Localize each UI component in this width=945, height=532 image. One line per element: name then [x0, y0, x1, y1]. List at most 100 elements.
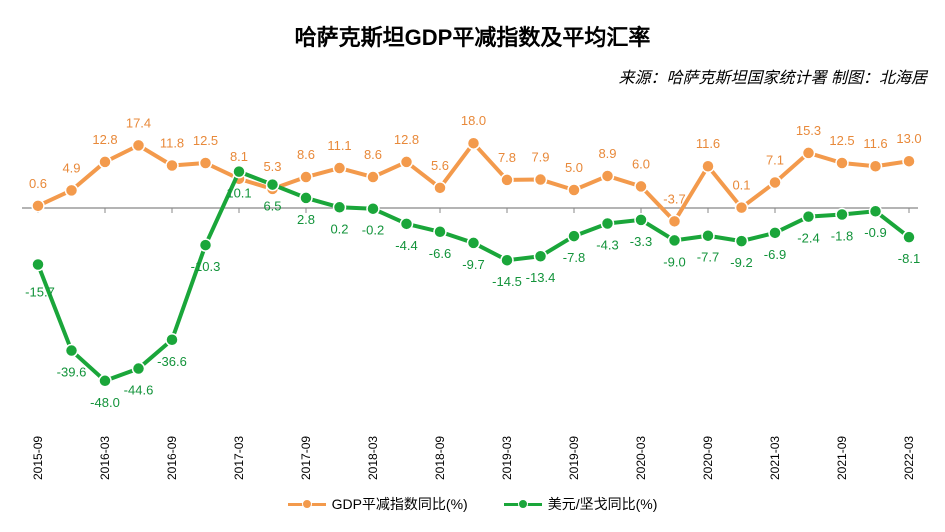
data-label-gdp: 11.1: [327, 138, 351, 153]
data-label-fx: -6.6: [429, 246, 451, 261]
data-label-fx: -3.3: [630, 234, 652, 249]
data-label-fx: -8.1: [898, 251, 920, 266]
legend-swatch-gdp: [287, 497, 326, 511]
data-point-fx: [466, 236, 481, 250]
data-label-fx: -36.6: [157, 354, 187, 369]
data-point-gdp: [634, 179, 648, 194]
data-point-gdp: [399, 155, 414, 169]
legend-item-gdp[interactable]: GDP平减指数同比(%): [287, 494, 468, 514]
data-label-fx: -0.9: [864, 225, 886, 240]
x-tick-label: 2016-03: [98, 436, 112, 480]
data-point-gdp: [600, 169, 615, 183]
x-tick-label: 2020-09: [701, 436, 715, 480]
data-label-gdp: 8.9: [598, 146, 616, 161]
x-tick-label: 2021-03: [768, 436, 782, 480]
data-label-gdp: 13.0: [896, 131, 921, 146]
data-point-gdp: [701, 159, 715, 173]
data-point-fx: [701, 228, 715, 243]
data-point-gdp: [868, 159, 883, 173]
data-label-gdp: 8.6: [364, 147, 382, 162]
x-tick-label: 2020-03: [634, 436, 648, 480]
data-point-fx: [165, 333, 179, 347]
x-tick-label: 2018-09: [433, 436, 447, 480]
data-point-fx: [533, 249, 548, 263]
data-point-fx: [399, 217, 414, 231]
legend-swatch-fx: [503, 497, 542, 511]
data-point-fx: [902, 230, 916, 244]
data-point-gdp: [902, 154, 916, 168]
data-point-gdp: [299, 170, 313, 184]
data-label-fx: -0.2: [362, 223, 384, 238]
data-label-gdp: 18.0: [461, 113, 486, 128]
data-point-fx: [634, 213, 648, 227]
data-label-fx: -7.7: [697, 250, 719, 265]
x-tick-label: 2018-03: [366, 436, 380, 480]
data-label-gdp: 11.8: [160, 136, 184, 151]
data-label-fx: -13.4: [526, 270, 556, 285]
data-label-gdp: 8.6: [297, 147, 315, 162]
data-point-gdp: [433, 181, 447, 195]
legend: GDP平减指数同比(%) 美元/坚戈同比(%): [0, 494, 945, 514]
chart-source: 来源：哈萨克斯坦国家统计署 制图：北海居: [618, 70, 927, 87]
data-label-fx: -6.9: [764, 247, 786, 262]
data-label-fx: -9.2: [730, 255, 752, 270]
data-point-fx: [667, 233, 682, 248]
data-point-gdp: [500, 173, 514, 187]
data-label-gdp: 11.6: [696, 136, 720, 151]
data-label-gdp: 11.6: [863, 136, 887, 151]
data-point-gdp: [31, 199, 45, 213]
data-label-gdp: 15.3: [796, 123, 821, 138]
data-label-fx: 10.1: [226, 186, 251, 201]
data-label-gdp: 5.3: [263, 159, 281, 174]
x-tick-label: 2016-09: [165, 436, 179, 480]
data-point-gdp: [567, 183, 581, 197]
data-label-gdp: 5.0: [565, 160, 583, 175]
x-tick-label: 2022-03: [902, 436, 916, 480]
data-point-fx: [835, 207, 849, 222]
data-point-fx: [98, 374, 112, 388]
data-label-gdp: 12.8: [92, 132, 117, 147]
data-label-fx: 0.2: [330, 221, 348, 236]
data-point-fx: [734, 234, 749, 248]
chart-title: 哈萨克斯坦GDP平减指数及平均汇率: [294, 25, 651, 50]
data-label-gdp: 12.8: [394, 132, 419, 147]
data-label-gdp: 12.5: [829, 133, 854, 148]
data-label-gdp: 0.1: [732, 178, 750, 193]
data-point-gdp: [801, 146, 816, 160]
data-point-gdp: [198, 156, 213, 170]
data-label-fx: -2.4: [797, 231, 819, 246]
data-point-fx: [131, 361, 146, 376]
data-point-gdp: [366, 170, 380, 184]
x-tick-label: 2017-09: [299, 436, 313, 480]
data-label-gdp: 7.8: [498, 150, 516, 165]
data-label-fx: 6.5: [263, 199, 281, 214]
data-point-fx: [265, 177, 280, 192]
data-point-fx: [198, 238, 213, 252]
data-label-fx: -14.5: [492, 274, 522, 289]
data-label-layer: 0.6 4.9 12.8 17.4 11.8 12.5 8.1 5.3 8.6 11.1 8.6 12…: [25, 113, 921, 410]
x-tick-label: 2021-09: [835, 436, 849, 480]
data-point-fx: [299, 191, 313, 205]
legend-item-fx[interactable]: 美元/坚戈同比(%): [503, 494, 658, 514]
data-label-fx: -48.0: [90, 395, 120, 410]
x-tick-label: 2015-09: [31, 436, 45, 480]
data-point-fx: [801, 209, 816, 224]
data-point-gdp: [768, 175, 782, 190]
legend-label-fx: 美元/坚戈同比(%): [547, 496, 658, 512]
data-label-fx: -15.7: [25, 285, 55, 300]
legend-label-gdp: GDP平减指数同比(%): [331, 496, 468, 512]
data-label-gdp: -3.7: [663, 191, 685, 206]
data-label-fx: -4.4: [395, 238, 417, 253]
data-point-fx: [232, 164, 246, 179]
data-label-fx: -39.6: [57, 365, 87, 380]
data-point-gdp: [98, 155, 112, 169]
data-label-gdp: 0.6: [29, 176, 47, 191]
data-point-fx: [768, 226, 782, 240]
data-point-gdp: [131, 138, 146, 153]
data-point-fx: [868, 204, 883, 218]
x-tick-label: 2019-09: [567, 436, 581, 480]
data-label-gdp: 7.1: [766, 152, 784, 167]
data-point-fx: [600, 216, 615, 231]
data-label-fx: -9.0: [663, 254, 685, 269]
data-label-fx: -4.3: [596, 237, 618, 252]
